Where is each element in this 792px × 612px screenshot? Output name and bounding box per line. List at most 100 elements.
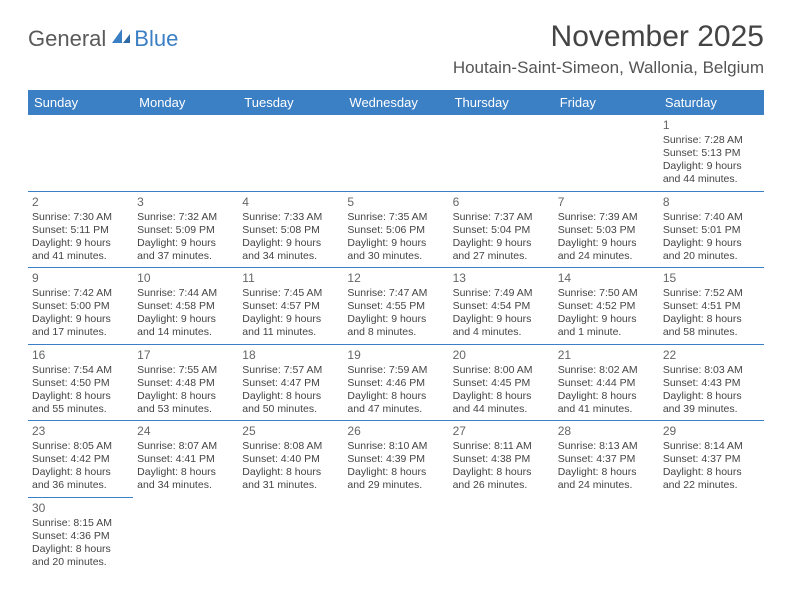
sunrise-text: Sunrise: 8:13 AM (558, 440, 655, 453)
sunset-text: Sunset: 4:48 PM (137, 377, 234, 390)
day-number: 30 (32, 501, 129, 516)
day-number: 22 (663, 348, 760, 363)
weekday-header: Friday (554, 90, 659, 115)
sunset-text: Sunset: 4:50 PM (32, 377, 129, 390)
daylight-text: and 17 minutes. (32, 326, 129, 339)
location-text: Houtain-Saint-Simeon, Wallonia, Belgium (453, 58, 764, 78)
brand-part2: Blue (134, 26, 178, 52)
day-number: 14 (558, 271, 655, 286)
brand-part1: General (28, 26, 106, 52)
sunset-text: Sunset: 5:11 PM (32, 224, 129, 237)
sunset-text: Sunset: 4:51 PM (663, 300, 760, 313)
day-number: 8 (663, 195, 760, 210)
daylight-text: Daylight: 8 hours (347, 390, 444, 403)
empty-cell (238, 115, 343, 191)
daylight-text: Daylight: 8 hours (558, 390, 655, 403)
sunrise-text: Sunrise: 7:50 AM (558, 287, 655, 300)
day-cell: 18Sunrise: 7:57 AMSunset: 4:47 PMDayligh… (238, 344, 343, 421)
daylight-text: Daylight: 8 hours (663, 466, 760, 479)
daylight-text: and 58 minutes. (663, 326, 760, 339)
day-number: 12 (347, 271, 444, 286)
sunset-text: Sunset: 5:06 PM (347, 224, 444, 237)
daylight-text: Daylight: 9 hours (242, 237, 339, 250)
sunset-text: Sunset: 4:44 PM (558, 377, 655, 390)
daylight-text: Daylight: 9 hours (242, 313, 339, 326)
day-cell: 23Sunrise: 8:05 AMSunset: 4:42 PMDayligh… (28, 421, 133, 498)
title-block: November 2025 Houtain-Saint-Simeon, Wall… (453, 20, 764, 78)
daylight-text: and 20 minutes. (663, 250, 760, 263)
day-number: 7 (558, 195, 655, 210)
weekday-header: Wednesday (343, 90, 448, 115)
daylight-text: Daylight: 9 hours (347, 313, 444, 326)
daylight-text: and 26 minutes. (453, 479, 550, 492)
day-cell: 12Sunrise: 7:47 AMSunset: 4:55 PMDayligh… (343, 268, 448, 345)
day-cell: 15Sunrise: 7:52 AMSunset: 4:51 PMDayligh… (659, 268, 764, 345)
sunrise-text: Sunrise: 8:05 AM (32, 440, 129, 453)
day-number: 3 (137, 195, 234, 210)
day-cell: 11Sunrise: 7:45 AMSunset: 4:57 PMDayligh… (238, 268, 343, 345)
sunset-text: Sunset: 4:36 PM (32, 530, 129, 543)
daylight-text: and 14 minutes. (137, 326, 234, 339)
daylight-text: Daylight: 8 hours (32, 543, 129, 556)
day-number: 20 (453, 348, 550, 363)
sunrise-text: Sunrise: 7:44 AM (137, 287, 234, 300)
daylight-text: and 24 minutes. (558, 479, 655, 492)
sunset-text: Sunset: 5:09 PM (137, 224, 234, 237)
daylight-text: Daylight: 9 hours (663, 237, 760, 250)
empty-cell (554, 497, 659, 573)
sunrise-text: Sunrise: 7:47 AM (347, 287, 444, 300)
sunset-text: Sunset: 4:38 PM (453, 453, 550, 466)
calendar-body: 1Sunrise: 7:28 AMSunset: 5:13 PMDaylight… (28, 115, 764, 573)
weekday-header: Saturday (659, 90, 764, 115)
sunset-text: Sunset: 4:58 PM (137, 300, 234, 313)
daylight-text: Daylight: 8 hours (663, 390, 760, 403)
sail-icon (110, 27, 132, 50)
sunrise-text: Sunrise: 8:02 AM (558, 364, 655, 377)
day-cell: 7Sunrise: 7:39 AMSunset: 5:03 PMDaylight… (554, 191, 659, 268)
sunset-text: Sunset: 5:03 PM (558, 224, 655, 237)
day-number: 25 (242, 424, 339, 439)
empty-cell (28, 115, 133, 191)
day-cell: 5Sunrise: 7:35 AMSunset: 5:06 PMDaylight… (343, 191, 448, 268)
day-cell: 30Sunrise: 8:15 AMSunset: 4:36 PMDayligh… (28, 497, 133, 573)
sunset-text: Sunset: 4:40 PM (242, 453, 339, 466)
sunrise-text: Sunrise: 7:52 AM (663, 287, 760, 300)
daylight-text: Daylight: 8 hours (242, 466, 339, 479)
day-cell: 26Sunrise: 8:10 AMSunset: 4:39 PMDayligh… (343, 421, 448, 498)
sunrise-text: Sunrise: 8:00 AM (453, 364, 550, 377)
sunset-text: Sunset: 5:04 PM (453, 224, 550, 237)
daylight-text: and 29 minutes. (347, 479, 444, 492)
daylight-text: and 27 minutes. (453, 250, 550, 263)
daylight-text: and 8 minutes. (347, 326, 444, 339)
day-number: 28 (558, 424, 655, 439)
empty-cell (238, 497, 343, 573)
calendar-row: 23Sunrise: 8:05 AMSunset: 4:42 PMDayligh… (28, 421, 764, 498)
empty-cell (659, 497, 764, 573)
day-cell: 3Sunrise: 7:32 AMSunset: 5:09 PMDaylight… (133, 191, 238, 268)
sunset-text: Sunset: 4:39 PM (347, 453, 444, 466)
empty-cell (449, 497, 554, 573)
day-number: 13 (453, 271, 550, 286)
daylight-text: Daylight: 9 hours (558, 313, 655, 326)
sunset-text: Sunset: 5:01 PM (663, 224, 760, 237)
daylight-text: Daylight: 9 hours (453, 237, 550, 250)
day-number: 2 (32, 195, 129, 210)
brand-logo: General Blue (28, 26, 178, 52)
month-title: November 2025 (453, 20, 764, 54)
daylight-text: Daylight: 8 hours (137, 466, 234, 479)
daylight-text: and 24 minutes. (558, 250, 655, 263)
day-number: 29 (663, 424, 760, 439)
daylight-text: Daylight: 9 hours (663, 160, 760, 173)
day-cell: 8Sunrise: 7:40 AMSunset: 5:01 PMDaylight… (659, 191, 764, 268)
sunset-text: Sunset: 4:42 PM (32, 453, 129, 466)
weekday-header: Thursday (449, 90, 554, 115)
day-cell: 16Sunrise: 7:54 AMSunset: 4:50 PMDayligh… (28, 344, 133, 421)
empty-cell (554, 115, 659, 191)
sunrise-text: Sunrise: 8:03 AM (663, 364, 760, 377)
daylight-text: Daylight: 9 hours (137, 313, 234, 326)
day-number: 5 (347, 195, 444, 210)
empty-cell (343, 115, 448, 191)
daylight-text: and 50 minutes. (242, 403, 339, 416)
weekday-header: Monday (133, 90, 238, 115)
weekday-header: Tuesday (238, 90, 343, 115)
